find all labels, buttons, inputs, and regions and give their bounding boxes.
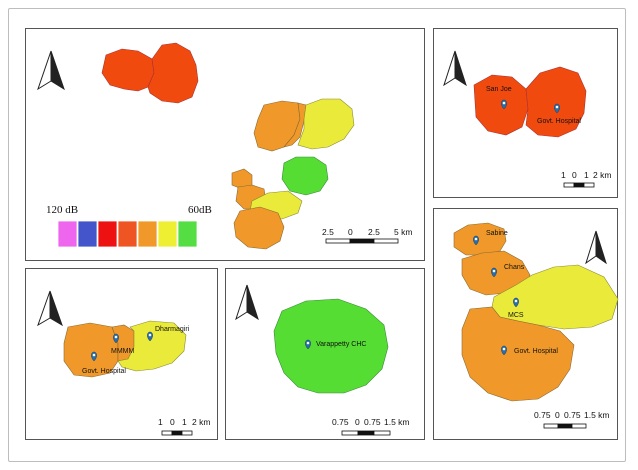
north-arrow-icon xyxy=(443,50,467,87)
legend-swatch xyxy=(117,220,138,248)
map-pin-icon xyxy=(91,351,97,362)
place-label: MMMM xyxy=(111,348,134,355)
map-pin-icon xyxy=(554,103,560,114)
north-arrow-icon xyxy=(585,230,607,265)
place-label: Dharmagiri xyxy=(155,326,190,333)
scale-tick: 2.5 xyxy=(322,227,334,237)
top-right-map-panel: San Joe Govt. Hospital 1 0 1 2 km xyxy=(433,28,618,198)
place-label: Sabine xyxy=(486,230,508,237)
map-region xyxy=(63,322,119,378)
map-region xyxy=(461,306,575,402)
legend-color-bar xyxy=(57,220,198,248)
scale-tick: 1.5 km xyxy=(584,410,610,420)
map-region xyxy=(147,42,199,104)
scale-tick: 0 xyxy=(572,170,577,180)
map-region xyxy=(101,48,155,92)
scale-bar: 0.75 0 0.75 1.5 km xyxy=(534,410,610,429)
bottom-left-map-panel: Dharmagiri MMMM Govt. Hospital 1 0 1 2 k… xyxy=(25,268,218,440)
legend-swatch xyxy=(97,220,118,248)
scale-tick: 0 xyxy=(348,227,353,237)
place-label: Govt. Hospital xyxy=(537,118,581,125)
scale-bar: 1 0 1 2 km xyxy=(561,170,611,188)
figure-frame xyxy=(8,8,626,462)
scale-tick: 0.75 xyxy=(564,410,581,420)
legend-swatch xyxy=(177,220,198,248)
place-label: Chans xyxy=(504,264,525,271)
scale-tick: 5 km xyxy=(394,227,412,237)
legend-high-label: 120 dB xyxy=(46,204,78,216)
place-label: MCS xyxy=(508,312,524,319)
scale-bar: 2.5 0 2.5 5 km xyxy=(322,227,412,244)
scale-tick: 0.75 xyxy=(364,417,381,427)
map-region xyxy=(233,206,285,250)
scale-tick: 0.75 xyxy=(534,410,551,420)
map-region xyxy=(281,156,329,196)
legend-swatch xyxy=(57,220,78,248)
map-region xyxy=(453,222,507,256)
bottom-middle-map-panel: Varappetty CHC 0.75 0 0.75 1.5 km xyxy=(225,268,425,440)
map-region xyxy=(297,98,355,150)
legend-swatch xyxy=(157,220,178,248)
scale-bar: 1 0 1 2 km xyxy=(158,417,210,436)
north-arrow-icon xyxy=(235,284,259,321)
scale-tick: 2 km xyxy=(192,417,210,427)
map-region xyxy=(273,298,389,394)
scale-tick: 0 xyxy=(555,410,560,420)
map-region xyxy=(525,66,587,138)
place-label: Varappetty CHC xyxy=(316,341,366,348)
map-pin-icon xyxy=(147,331,153,342)
overview-map-panel: 120 dB 60dB 2.5 0 2.5 5 km xyxy=(25,28,425,261)
scale-tick: 0 xyxy=(355,417,360,427)
map-pin-icon xyxy=(513,297,519,308)
scale-tick: 1 xyxy=(584,170,589,180)
map-region xyxy=(473,74,529,136)
scale-tick: 2 km xyxy=(593,170,611,180)
map-pin-icon xyxy=(305,339,311,350)
place-label: Govt. Hospital xyxy=(514,348,558,355)
scale-tick: 0.75 xyxy=(332,417,349,427)
legend-swatch xyxy=(77,220,98,248)
place-label: Govt. Hospital xyxy=(82,368,126,375)
scale-bar: 0.75 0 0.75 1.5 km xyxy=(332,417,410,436)
north-arrow-icon xyxy=(37,50,65,91)
north-arrow-icon xyxy=(37,290,63,327)
scale-tick: 1 xyxy=(561,170,566,180)
scale-tick: 1.5 km xyxy=(384,417,410,427)
scale-tick: 1 xyxy=(158,417,163,427)
map-pin-icon xyxy=(491,267,497,278)
place-label: San Joe xyxy=(486,86,512,93)
scale-tick: 2.5 xyxy=(368,227,380,237)
scale-tick: 0 xyxy=(170,417,175,427)
right-tall-map-panel: Sabine Chans MCS Govt. Hospital 0.75 0 0… xyxy=(433,208,619,440)
map-pin-icon xyxy=(501,345,507,356)
map-pin-icon xyxy=(113,333,119,344)
legend-swatch xyxy=(137,220,158,248)
scale-tick: 1 xyxy=(182,417,187,427)
legend-low-label: 60dB xyxy=(188,204,212,216)
map-pin-icon xyxy=(501,99,507,110)
map-pin-icon xyxy=(473,235,479,246)
map-region xyxy=(117,320,187,372)
